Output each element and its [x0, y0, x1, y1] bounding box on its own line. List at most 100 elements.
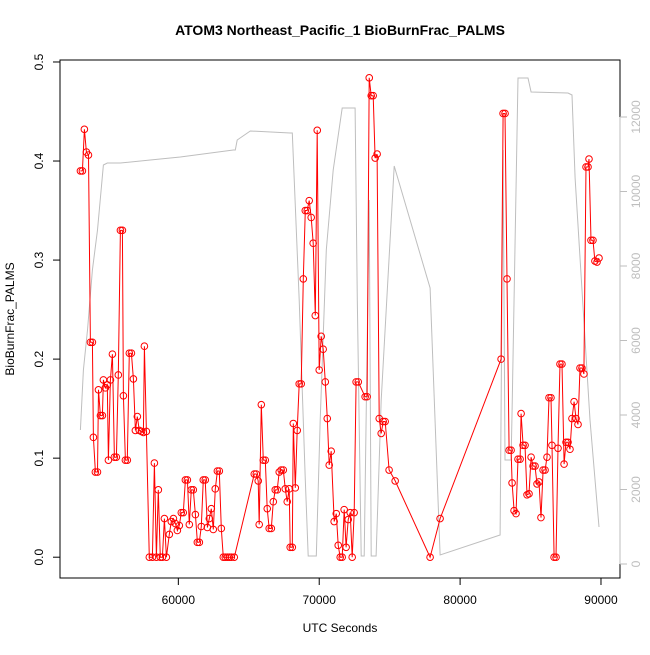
- data-point: [215, 467, 224, 475]
- data-point: [344, 515, 353, 524]
- data-point: [365, 74, 374, 82]
- y2-tick-label: 0: [629, 560, 643, 567]
- data-point: [385, 466, 393, 474]
- data-point: [209, 525, 218, 534]
- data-point: [556, 360, 564, 368]
- data-point: [367, 91, 376, 100]
- series-line: [79, 77, 600, 557]
- data-point: [533, 480, 541, 488]
- data-point: [156, 553, 165, 562]
- data-point: [118, 226, 127, 235]
- data-point: [140, 342, 149, 351]
- data-point: [129, 375, 138, 383]
- y2-tick-label: 2000: [629, 476, 643, 503]
- data-point: [207, 504, 216, 513]
- data-point: [377, 429, 386, 438]
- data-point: [177, 508, 186, 517]
- data-point: [330, 517, 338, 526]
- data-point: [286, 543, 294, 552]
- data-point: [332, 509, 341, 518]
- data-point: [219, 553, 228, 562]
- data-point: [558, 360, 566, 368]
- data-point: [554, 444, 562, 453]
- data-point: [133, 412, 142, 421]
- data-point: [259, 456, 268, 464]
- data-point: [436, 514, 444, 523]
- data-point: [426, 553, 434, 562]
- data-point: [371, 154, 379, 162]
- y-tick-label: 0.5: [32, 53, 46, 70]
- data-point: [93, 468, 102, 476]
- data-point: [313, 126, 322, 135]
- data-point: [250, 470, 259, 478]
- data-point: [576, 364, 584, 372]
- data-point: [271, 486, 280, 494]
- data-point: [529, 462, 537, 470]
- data-point: [541, 466, 549, 474]
- data-point: [263, 504, 272, 513]
- data-point: [338, 553, 346, 562]
- data-point: [291, 484, 300, 492]
- data-point: [361, 392, 369, 401]
- data-point: [123, 456, 132, 464]
- data-point: [265, 524, 274, 533]
- data-point: [507, 446, 515, 455]
- data-point: [230, 553, 239, 562]
- data-point: [185, 520, 194, 529]
- data-point: [289, 419, 298, 428]
- data-point: [269, 497, 278, 506]
- y-tick-label: 0.3: [32, 251, 46, 268]
- data-point: [98, 411, 107, 420]
- data-point: [497, 355, 505, 363]
- data-point: [350, 508, 358, 517]
- data-point: [78, 167, 87, 175]
- data-point: [110, 453, 119, 461]
- data-point: [162, 553, 171, 562]
- data-point: [173, 526, 182, 535]
- data-point: [391, 477, 399, 485]
- data-point: [508, 479, 516, 487]
- data-point: [512, 509, 520, 518]
- y-tick-label: 0.1: [32, 449, 46, 466]
- data-point: [301, 206, 310, 215]
- data-point: [201, 476, 210, 484]
- data-point: [568, 414, 576, 423]
- data-point: [257, 400, 266, 409]
- data-point: [89, 433, 98, 442]
- data-point: [205, 514, 214, 523]
- data-point: [165, 530, 174, 539]
- data-point: [373, 150, 381, 158]
- data-point: [309, 239, 317, 248]
- data-point: [552, 553, 560, 562]
- data-point: [499, 109, 507, 118]
- y-axis-label: BioBurnFrac_PALMS: [3, 262, 17, 375]
- y2-tick-label: 8000: [629, 252, 643, 279]
- data-point: [125, 349, 134, 357]
- data-point: [88, 338, 97, 347]
- data-point: [593, 258, 601, 266]
- data-point: [189, 486, 198, 494]
- data-point: [142, 427, 151, 436]
- data-point: [181, 476, 190, 484]
- data-point: [108, 350, 117, 358]
- data-point: [281, 485, 290, 493]
- data-point: [195, 538, 204, 547]
- data-point: [521, 441, 529, 450]
- data-point: [227, 553, 236, 562]
- data-point: [169, 514, 178, 523]
- data-point: [315, 366, 324, 374]
- data-point: [199, 476, 208, 484]
- data-point: [517, 409, 525, 418]
- data-point: [346, 508, 355, 517]
- data-point: [519, 441, 527, 450]
- data-point: [354, 378, 363, 386]
- data-point: [252, 470, 261, 478]
- y2-tick-label: 6000: [629, 327, 643, 354]
- data-point: [589, 236, 597, 245]
- data-point: [548, 441, 556, 450]
- data-point: [183, 476, 192, 484]
- data-point: [94, 386, 103, 394]
- data-point: [86, 338, 95, 347]
- data-point: [116, 226, 125, 235]
